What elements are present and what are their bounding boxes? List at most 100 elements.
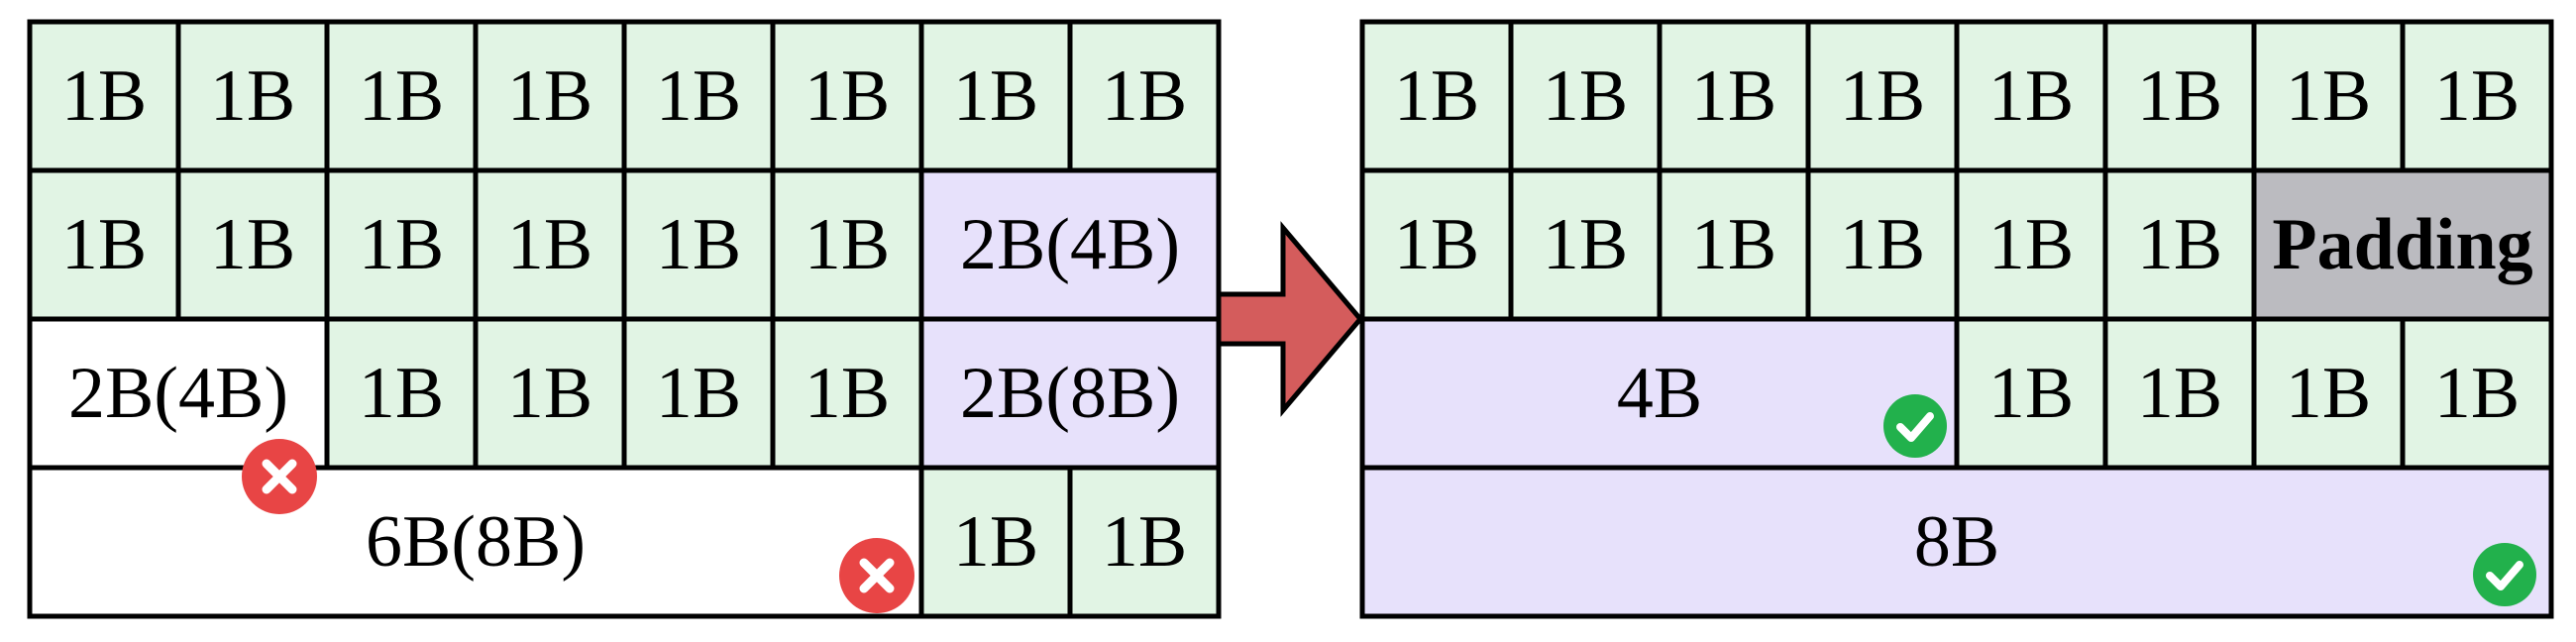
right-r2-c5 <box>1957 170 2105 319</box>
right-r4-c1 <box>1362 468 2551 616</box>
right-r2-c4 <box>1808 170 1957 319</box>
left-r3-c2 <box>327 319 476 468</box>
right-r1-c3-label: 1B <box>1691 55 1776 137</box>
left-r2-c2-label: 1B <box>210 204 295 285</box>
left-r4-c1 <box>30 468 921 616</box>
left-r2-c1-label: 1B <box>61 204 147 285</box>
left-r1-c5 <box>624 22 773 170</box>
right-arrow-icon <box>1216 221 1364 417</box>
right-r3-c2-label: 1B <box>1988 353 2074 434</box>
left-row-3: 2B(4B) 1B 1B 1B 1B 2B(8B) <box>30 319 1219 468</box>
right-r1-c4-label: 1B <box>1840 55 1925 137</box>
left-row-1: 1B 1B 1B 1B 1B 1B 1B 1B <box>30 22 1219 170</box>
right-r3-c3 <box>2105 319 2254 468</box>
left-r2-c4-label: 1B <box>507 204 592 285</box>
right-r1-c5-label: 1B <box>1988 55 2074 137</box>
left-r1-c4-label: 1B <box>507 55 592 137</box>
right-r1-c8 <box>2403 22 2551 170</box>
left-r3-c4 <box>624 319 773 468</box>
left-r4-c1-label: 6B(8B) <box>366 501 586 583</box>
left-r2-c7-label: 2B(4B) <box>960 204 1180 285</box>
left-r1-c7-label: 1B <box>953 55 1038 137</box>
left-r1-c1 <box>30 22 178 170</box>
left-r1-c7 <box>921 22 1070 170</box>
left-r1-c6 <box>773 22 921 170</box>
right-r1-c1 <box>1362 22 1511 170</box>
right-r2-padding-label: Padding <box>2272 204 2532 285</box>
left-r3-c2-label: 1B <box>359 353 444 434</box>
right-row-1: 1B 1B 1B 1B 1B 1B 1B 1B <box>1362 22 2551 170</box>
left-r3-c6-label: 2B(8B) <box>960 353 1180 434</box>
left-r1-c3-label: 1B <box>359 55 444 137</box>
right-r1-c3 <box>1660 22 1808 170</box>
right-r3-c5 <box>2403 319 2551 468</box>
right-r3-c4 <box>2254 319 2403 468</box>
right-r1-c7-label: 1B <box>2286 55 2371 137</box>
left-r3-c6 <box>921 319 1219 468</box>
left-r2-c5-label: 1B <box>656 204 741 285</box>
left-r1-c4 <box>476 22 624 170</box>
right-r3-c1 <box>1362 319 1957 468</box>
right-r2-c1 <box>1362 170 1511 319</box>
right-r2-c6 <box>2105 170 2254 319</box>
check-circle-icon <box>1883 394 1947 458</box>
left-r4-c3 <box>1070 468 1219 616</box>
left-r2-c5 <box>624 170 773 319</box>
right-r1-c7 <box>2254 22 2403 170</box>
left-r3-c3-label: 1B <box>507 353 592 434</box>
left-r1-c3 <box>327 22 476 170</box>
left-r2-c6 <box>773 170 921 319</box>
left-r3-c3 <box>476 319 624 468</box>
right-r1-c8-label: 1B <box>2434 55 2520 137</box>
right-r1-c6-label: 1B <box>2137 55 2222 137</box>
right-r4-c1-label: 8B <box>1914 501 1999 583</box>
left-row-4: 6B(8B) 1B 1B <box>30 468 1219 616</box>
right-r2-c4-label: 1B <box>1840 204 1925 285</box>
left-r1-c6-label: 1B <box>805 55 890 137</box>
right-row-3: 4B 1B 1B 1B 1B <box>1362 319 2551 468</box>
right-grid-lines <box>1359 19 2554 619</box>
left-r3-c1-label: 2B(4B) <box>68 353 288 434</box>
right-row-2: 1B 1B 1B 1B 1B 1B Padding <box>1362 170 2551 319</box>
right-r2-c3-label: 1B <box>1691 204 1776 285</box>
left-r2-c7 <box>921 170 1219 319</box>
left-row-2: 1B 1B 1B 1B 1B 1B 2B(4B) <box>30 170 1219 319</box>
left-r4-c3-label: 1B <box>1102 501 1187 583</box>
left-r1-c2 <box>178 22 327 170</box>
left-r2-c4 <box>476 170 624 319</box>
right-row-4: 8B <box>1362 468 2551 616</box>
right-r1-c2-label: 1B <box>1543 55 1628 137</box>
left-r1-c5-label: 1B <box>656 55 741 137</box>
right-r3-c4-label: 1B <box>2286 353 2371 434</box>
right-r1-c4 <box>1808 22 1957 170</box>
x-circle-icon <box>242 439 317 514</box>
left-r1-c8-label: 1B <box>1102 55 1187 137</box>
success-icon-circle <box>2473 543 2536 606</box>
left-r2-c3-label: 1B <box>359 204 444 285</box>
left-r4-c2-label: 1B <box>953 501 1038 583</box>
left-r3-c4-label: 1B <box>656 353 741 434</box>
right-r2-c2 <box>1511 170 1660 319</box>
left-r4-c2 <box>921 468 1070 616</box>
right-r2-c2-label: 1B <box>1543 204 1628 285</box>
right-r1-c2 <box>1511 22 1660 170</box>
right-r2-c6-label: 1B <box>2137 204 2222 285</box>
left-r2-c6-label: 1B <box>805 204 890 285</box>
left-r2-c2 <box>178 170 327 319</box>
right-r3-c3-label: 1B <box>2137 353 2222 434</box>
right-r3-c2 <box>1957 319 2105 468</box>
left-r3-c5-label: 1B <box>805 353 890 434</box>
left-grid-lines <box>27 19 1222 619</box>
check-circle-icon <box>2473 543 2536 606</box>
right-r2-padding <box>2254 170 2551 319</box>
right-r2-c1-label: 1B <box>1394 204 1479 285</box>
left-r3-c5 <box>773 319 921 468</box>
right-r1-c6 <box>2105 22 2254 170</box>
right-grid: 1B 1B 1B 1B 1B 1B 1B 1B 1B 1B 1B 1B 1B 1… <box>1359 19 2554 619</box>
right-r1-c5 <box>1957 22 2105 170</box>
x-circle-icon <box>839 538 914 613</box>
left-r1-c8 <box>1070 22 1219 170</box>
left-r2-c1 <box>30 170 178 319</box>
left-r1-c1-label: 1B <box>61 55 147 137</box>
